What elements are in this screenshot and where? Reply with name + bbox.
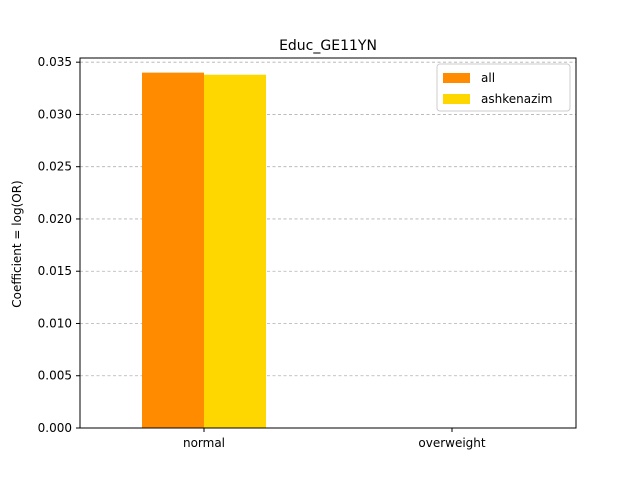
y-axis-ticks: 0.000 0.005 0.010 0.015 0.020 0.025 0.030 0.035 [38,55,80,435]
y-tick-label: 0.000 [38,421,72,435]
legend: all ashkenazim [436,63,571,112]
x-tick-label: overweight [418,436,486,450]
bar-all-normal [142,72,204,429]
y-axis-label: Coefficient = log(OR) [10,180,24,307]
x-axis-ticks: normal overweight [183,428,486,450]
legend-box [436,63,571,112]
y-tick-label: 0.025 [38,160,72,174]
y-tick-label: 0.010 [38,316,72,330]
legend-label-ashkenazim: ashkenazim [481,92,552,106]
legend-swatch-ashkenazim [443,94,470,104]
y-tick-label: 0.030 [38,107,72,121]
bar-ashkenazim-normal [204,74,266,428]
y-tick-label: 0.005 [38,369,72,383]
legend-label-all: all [481,71,495,85]
x-tick-label: normal [183,436,225,450]
bars [142,72,266,429]
plot-frame [79,57,577,429]
chart-title: Educ_GE11YN [279,38,377,54]
y-tick-label: 0.020 [38,212,72,226]
y-tick-label: 0.035 [38,55,72,69]
legend-swatch-all [443,73,470,83]
y-tick-label: 0.015 [38,264,72,278]
